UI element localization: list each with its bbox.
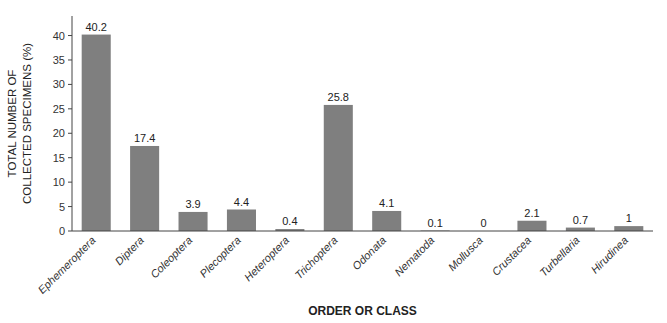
- data-label: 40.2: [85, 21, 106, 33]
- y-tick-label: 5: [59, 201, 65, 213]
- y-tick-label: 25: [53, 103, 65, 115]
- y-tick-label: 40: [53, 30, 65, 42]
- y-axis-label-line: TOTAL NUMBER OF: [6, 70, 18, 178]
- data-label: 17.4: [134, 132, 155, 144]
- y-tick-label: 20: [53, 127, 65, 139]
- y-axis: 0 5 10 15 20 25 30 35 40: [53, 16, 72, 237]
- x-tick-label: Odonata: [350, 234, 388, 272]
- data-label: 0.7: [573, 214, 588, 226]
- chart: 40.217.43.94.40.425.84.10.102.10.7105101…: [0, 0, 667, 323]
- y-tick: [68, 84, 72, 85]
- x-tick-label: Hirudinea: [588, 234, 630, 276]
- x-tick-label: Diptera: [112, 234, 146, 268]
- x-tick-label: Turbellaria: [537, 234, 582, 279]
- bar: [566, 228, 595, 231]
- data-label: 1: [626, 212, 632, 224]
- y-axis-line: [72, 16, 73, 231]
- data-label: 3.9: [185, 198, 200, 210]
- y-tick-label: 10: [53, 176, 65, 188]
- data-label: 0.1: [427, 217, 442, 229]
- data-label: 0.4: [282, 215, 297, 227]
- y-tick: [68, 182, 72, 183]
- bars: [82, 35, 644, 231]
- x-tick-label: Plecoptera: [197, 234, 243, 280]
- data-label: 4.1: [379, 197, 394, 209]
- bar: [130, 146, 159, 231]
- y-tick: [68, 133, 72, 134]
- y-axis-label: TOTAL NUMBER OFCOLLECTED SPECIMENS (%): [6, 43, 33, 204]
- data-label: 4.4: [234, 196, 249, 208]
- y-tick: [68, 59, 72, 60]
- x-axis-label: ORDER OR CLASS: [308, 304, 417, 318]
- data-labels: 40.2 17.4 3.9 4.4 0.4 25.8 4.1 0.1 0 2.1 0.7 1: [85, 21, 631, 229]
- bar: [517, 221, 546, 231]
- bar: [179, 212, 208, 231]
- y-tick: [68, 206, 72, 207]
- y-tick-label: 30: [53, 78, 65, 90]
- x-tick-label: Crustacea: [489, 234, 533, 278]
- bar: [82, 35, 111, 231]
- data-label: 2.1: [524, 207, 539, 219]
- y-tick-label: 15: [53, 152, 65, 164]
- y-tick-label: 0: [59, 225, 65, 237]
- y-tick: [68, 35, 72, 36]
- x-tick-label: Mollusca: [446, 234, 485, 273]
- bar: [227, 210, 256, 232]
- x-tick-label: Nematoda: [392, 234, 436, 278]
- x-tick-label: Coleoptera: [148, 234, 195, 281]
- y-tick: [68, 231, 72, 232]
- y-tick-label: 35: [53, 54, 65, 66]
- x-axis: Ephemeroptera DipteraColeopteraPlecoptera…: [36, 231, 653, 296]
- x-axis-line: [72, 231, 653, 232]
- bar: [324, 105, 353, 231]
- x-tick-label: Ephemeroptera: [36, 234, 98, 296]
- data-label: 0: [480, 217, 486, 229]
- chart-container: 40.217.43.94.40.425.84.10.102.10.7105101…: [0, 0, 667, 323]
- y-axis-label-line: COLLECTED SPECIMENS (%): [21, 43, 33, 204]
- bar: [372, 211, 401, 231]
- x-tick-label: Trichoptera: [292, 234, 339, 281]
- bar: [614, 226, 643, 231]
- y-tick: [68, 108, 72, 109]
- y-tick: [68, 157, 72, 158]
- x-tick-label: Heteroptera: [242, 234, 292, 284]
- data-label: 25.8: [328, 91, 349, 103]
